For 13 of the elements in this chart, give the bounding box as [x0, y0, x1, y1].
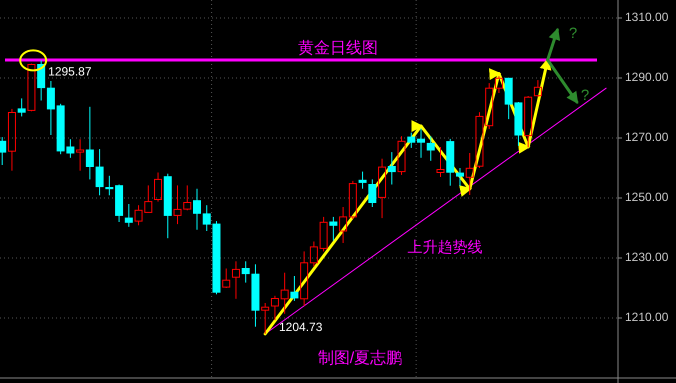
- y-tick-label: 1310.00: [625, 10, 669, 24]
- y-tick-label: 1230.00: [625, 250, 669, 264]
- annotation: 上升趋势线: [408, 239, 482, 256]
- y-tick-label: 1290.00: [625, 70, 669, 84]
- annotation: ?: [580, 87, 590, 104]
- y-tick-label: 1270.00: [625, 130, 669, 144]
- annotation: 1295.87: [48, 64, 92, 78]
- y-tick-label: 1210.00: [625, 310, 669, 324]
- annotation: 制图/夏志鹏: [318, 349, 402, 367]
- text: 黄金日线图: [298, 39, 378, 57]
- annotation: 1204.73: [279, 320, 323, 334]
- y-tick-label: 1250.00: [625, 190, 669, 204]
- annotation: ?: [568, 25, 578, 42]
